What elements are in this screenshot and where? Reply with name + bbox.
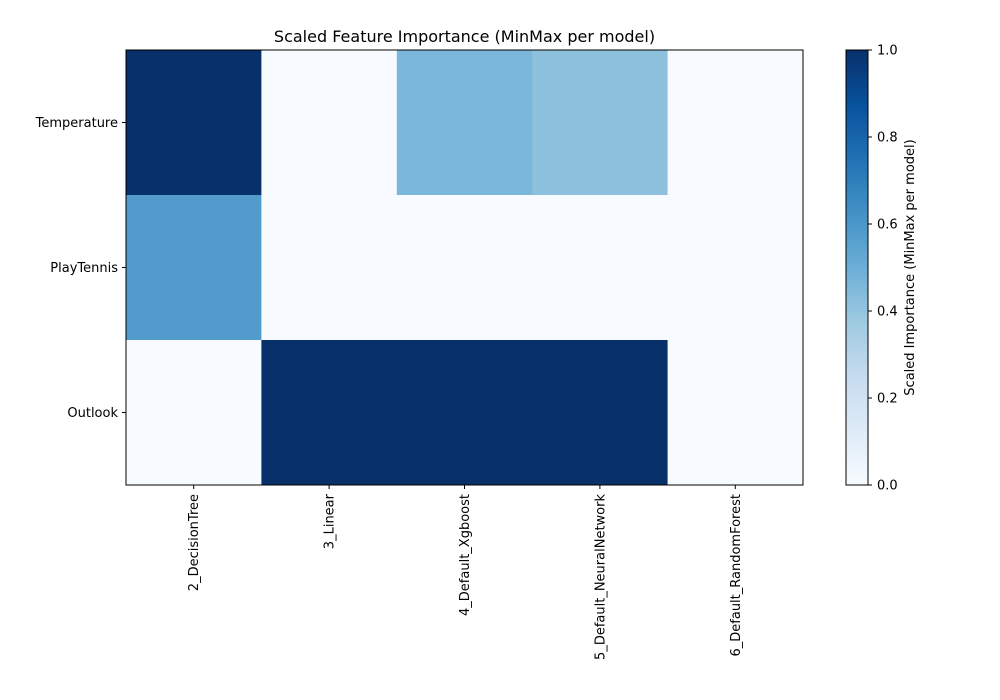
heatmap-cell <box>667 340 804 486</box>
colorbar <box>845 49 869 486</box>
y-tick-label: Temperature <box>35 116 118 131</box>
heatmap-cell <box>532 195 669 341</box>
heatmap-cell <box>532 340 669 486</box>
colorbar-axis: 0.0 0.2 0.4 0.6 0.8 1.0 <box>868 44 898 494</box>
heatmap-cell <box>667 195 804 341</box>
x-tick-label: 2_DecisionTree <box>187 494 202 591</box>
colorbar-tick-label: 0.6 <box>877 218 898 233</box>
x-tick-label: 6_Default_RandomForest <box>729 494 744 657</box>
heatmap-cell <box>261 50 398 196</box>
heatmap-cells <box>126 50 804 486</box>
colorbar-label: Scaled Importance (MinMax per model) <box>903 139 918 395</box>
x-axis: 2_DecisionTree 3_Linear 4_Default_Xgboost 5… <box>187 485 744 660</box>
colorbar-tick-label: 0.8 <box>877 131 898 146</box>
y-axis: Temperature PlayTennis Outlook <box>35 116 126 421</box>
y-tick-label: Outlook <box>67 406 118 421</box>
heatmap-cell <box>532 50 669 196</box>
x-tick-label: 4_Default_Xgboost <box>458 494 473 616</box>
heatmap-cell <box>261 340 398 486</box>
colorbar-tick-label: 0.4 <box>877 305 898 320</box>
heatmap-cell <box>396 50 533 196</box>
colorbar-tick-label: 0.2 <box>877 392 898 407</box>
heatmap-cell <box>261 195 398 341</box>
chart-title: Scaled Feature Importance (MinMax per mo… <box>274 27 655 46</box>
heatmap-cell <box>396 195 533 341</box>
heatmap-cell <box>396 340 533 486</box>
x-tick-label: 5_Default_NeuralNetwork <box>593 494 608 660</box>
heatmap-cell <box>126 195 262 341</box>
heatmap-cell <box>126 50 262 196</box>
y-tick-label: PlayTennis <box>50 261 118 276</box>
colorbar-tick-label: 0.0 <box>877 479 898 494</box>
heatmap-cell <box>667 50 804 196</box>
colorbar-tick-label: 1.0 <box>877 44 898 59</box>
heatmap-cell <box>126 340 262 486</box>
x-tick-label: 3_Linear <box>323 493 338 549</box>
